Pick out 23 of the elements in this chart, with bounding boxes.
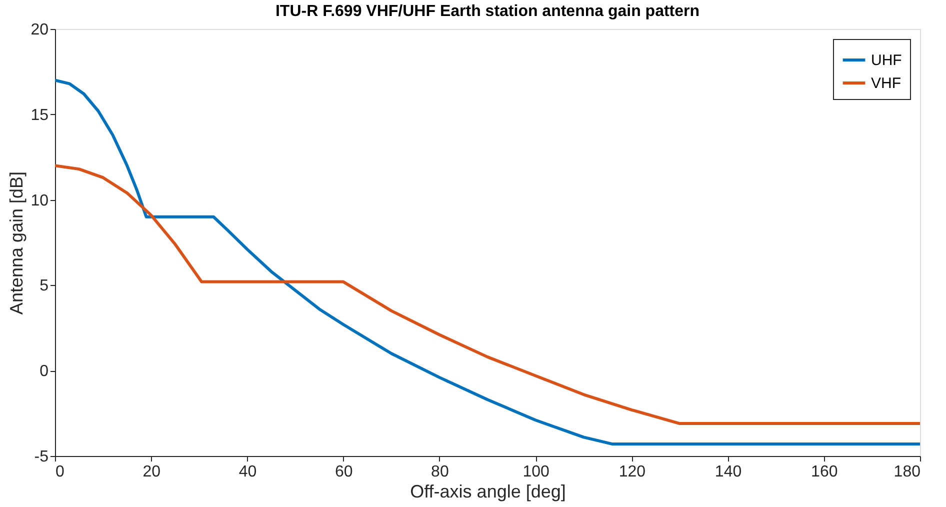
y-tick-label: 15 bbox=[30, 106, 49, 124]
x-tick-label: 80 bbox=[431, 464, 449, 480]
y-tick-label: 0 bbox=[40, 363, 49, 380]
x-tick-label: 40 bbox=[238, 464, 257, 480]
x-tick-label: 180 bbox=[894, 464, 921, 480]
line-series bbox=[55, 164, 920, 426]
x-tick-label: 160 bbox=[811, 464, 838, 480]
y-tick-label: -5 bbox=[34, 448, 49, 466]
x-tick-label: 140 bbox=[714, 464, 742, 480]
y-tick-label: 20 bbox=[30, 22, 49, 38]
legend-label: VHF bbox=[871, 75, 901, 92]
x-axis-title: Off-axis angle [deg] bbox=[410, 482, 566, 502]
x-tick-label: 120 bbox=[618, 464, 646, 480]
x-tick-label: 60 bbox=[334, 464, 353, 480]
y-axis-title: Antenna gain [dB] bbox=[6, 171, 27, 315]
y-tick-label: 10 bbox=[30, 192, 49, 210]
legend-label: UHF bbox=[871, 52, 902, 69]
x-tick-label: 0 bbox=[56, 464, 64, 480]
x-tick-label: 100 bbox=[522, 464, 550, 480]
line-series bbox=[55, 78, 920, 446]
y-tick-label: 5 bbox=[40, 278, 49, 295]
chart-title: ITU-R F.699 VHF/UHF Earth station antenna gain pattern bbox=[275, 3, 700, 20]
x-tick-label: 20 bbox=[142, 464, 161, 480]
